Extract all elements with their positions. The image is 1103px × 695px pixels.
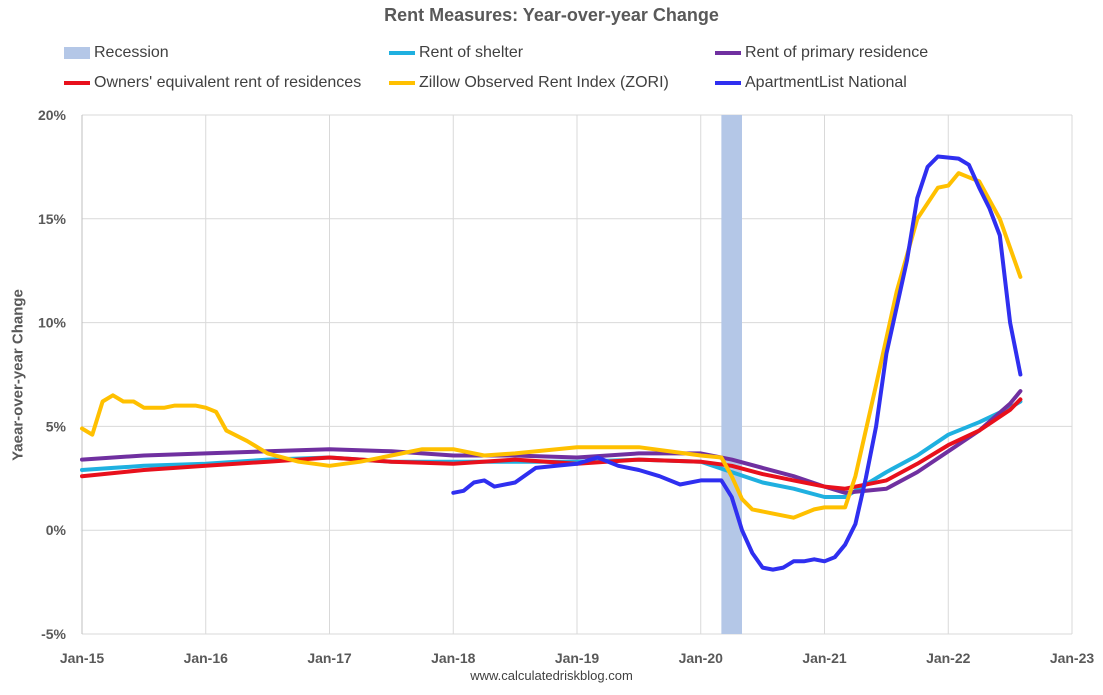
y-tick-label: 5% [46, 418, 67, 434]
legend-label-rent-of-shelter: Rent of shelter [419, 44, 524, 61]
x-tick-label: Jan-23 [1050, 650, 1095, 666]
legend-item-rent-of-shelter: Rent of shelter [389, 44, 523, 62]
x-tick-label: Jan-17 [307, 650, 352, 666]
x-tick-label: Jan-21 [802, 650, 847, 666]
legend-swatch-apartmentlist [715, 81, 741, 85]
legend-swatch-owners-equivalent-rent [64, 81, 90, 85]
legend-label-apartmentlist: ApartmentList National [745, 74, 907, 91]
y-tick-label: 10% [38, 315, 67, 331]
x-tick-label: Jan-22 [926, 650, 971, 666]
legend-swatch-recession [64, 47, 90, 59]
legend-label-recession: Recession [94, 44, 169, 61]
recession-band [721, 115, 742, 634]
legend-swatch-rent-of-shelter [389, 51, 415, 55]
legend-item-recession: Recession [64, 44, 169, 62]
grid-layer [81, 114, 1073, 635]
source-note: www.calculatedriskblog.com [470, 668, 633, 683]
x-tick-label: Jan-15 [60, 650, 105, 666]
series-layer [80, 154, 1023, 572]
y-tick-label: 20% [38, 107, 67, 123]
legend-label-rent-of-primary-residence: Rent of primary residence [745, 44, 929, 61]
x-tick-label: Jan-20 [679, 650, 724, 666]
x-tick-label: Jan-16 [184, 650, 229, 666]
x-tick-label: Jan-18 [431, 650, 476, 666]
legend-item-zori: Zillow Observed Rent Index (ZORI) [389, 74, 669, 92]
legend-label-owners-equivalent-rent: Owners' equivalent rent of residences [94, 74, 362, 91]
legend-item-rent-of-primary-residence: Rent of primary residence [715, 44, 928, 62]
x-tick-label: Jan-19 [555, 650, 600, 666]
chart-title: Rent Measures: Year-over-year Change [384, 5, 719, 25]
legend-swatch-rent-of-primary-residence [715, 51, 741, 55]
y-tick-labels: 20% 15% 10% 5% 0% -5% [38, 107, 67, 642]
series-line-apartmentlist-national [451, 154, 1023, 572]
legend-item-owners-equivalent-rent: Owners' equivalent rent of residences [64, 74, 361, 92]
y-tick-label: -5% [41, 626, 66, 642]
recession-layer [721, 115, 742, 634]
y-tick-label: 0% [46, 522, 67, 538]
legend-label-zori: Zillow Observed Rent Index (ZORI) [419, 74, 669, 91]
legend-item-apartmentlist: ApartmentList National [715, 74, 907, 92]
y-tick-label: 15% [38, 211, 67, 227]
x-tick-labels: Jan-15 Jan-16 Jan-17 Jan-18 Jan-19 Jan-20 Jan-… [60, 650, 1095, 666]
legend-swatch-zori [389, 81, 415, 85]
series-line-owners-equivalent-rent-of-residences [80, 397, 1023, 491]
